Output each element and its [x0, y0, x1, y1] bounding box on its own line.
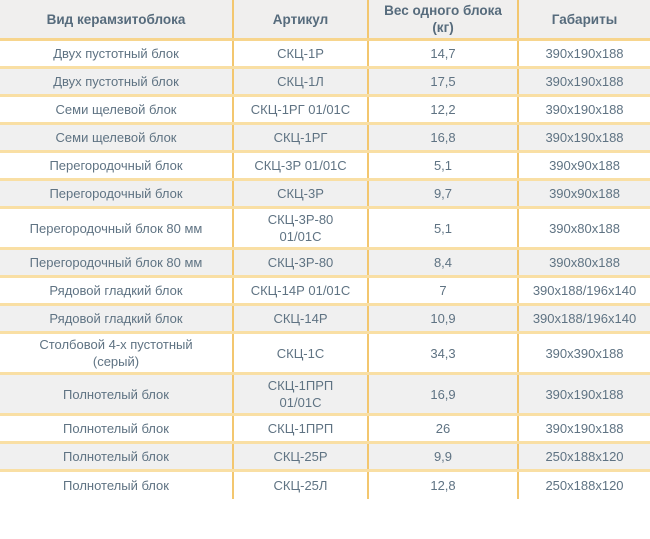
column-header-weight: Вес одного блока (кг) — [367, 0, 518, 41]
dimensions-cell: 390х80х188 — [517, 207, 650, 250]
type-cell: Полнотелый блок — [0, 470, 233, 499]
dimensions-cell: 390х80х188 — [517, 248, 650, 278]
articul-cell: СКЦ-1РГ 01/01С — [232, 95, 368, 125]
type-cell: Перегородочный блок — [0, 179, 233, 209]
articul-cell: СКЦ-14Р 01/01С — [232, 276, 368, 306]
articul-cell: СКЦ-3Р — [232, 179, 368, 209]
dimensions-cell: 390х190х188 — [517, 39, 650, 69]
column-header-dimensions: Габариты — [517, 0, 650, 41]
weight-cell: 5,1 — [367, 151, 518, 181]
weight-cell: 12,2 — [367, 95, 518, 125]
type-cell: Перегородочный блок 80 мм — [0, 207, 233, 250]
dimensions-cell: 390х188/196х140 — [517, 304, 650, 334]
weight-cell: 14,7 — [367, 39, 518, 69]
weight-cell: 12,8 — [367, 470, 518, 499]
column-header-articul: Артикул — [232, 0, 368, 41]
articul-cell: СКЦ-14Р — [232, 304, 368, 334]
type-cell: Рядовой гладкий блок — [0, 276, 233, 306]
table-row: Полнотелый блок СКЦ-25Р 9,9 250х188х120 — [0, 442, 650, 472]
type-cell: Рядовой гладкий блок — [0, 304, 233, 334]
articul-cell: СКЦ-3Р-80 — [232, 248, 368, 278]
table-row: Двух пустотный блок СКЦ-1Л 17,5 390х190х188 — [0, 67, 650, 97]
table-row: Двух пустотный блок СКЦ-1Р 14,7 390х190х188 — [0, 39, 650, 69]
articul-cell: СКЦ-1РГ — [232, 123, 368, 153]
table-row: Рядовой гладкий блок СКЦ-14Р 10,9 390х188/1… — [0, 304, 650, 334]
articul-cell: СКЦ-1Р — [232, 39, 368, 69]
dimensions-cell: 250х188х120 — [517, 442, 650, 472]
weight-cell: 26 — [367, 414, 518, 444]
dimensions-cell: 390х188/196х140 — [517, 276, 650, 306]
type-cell: Полнотелый блок — [0, 442, 233, 472]
weight-cell: 7 — [367, 276, 518, 306]
blocks-spec-table: Вид керамзитоблока Артикул Вес одного бл… — [0, 0, 650, 499]
column-header-type: Вид керамзитоблока — [0, 0, 233, 41]
type-cell: Перегородочный блок — [0, 151, 233, 181]
articul-cell: СКЦ-3Р-80 01/01С — [232, 207, 368, 250]
dimensions-cell: 390х190х188 — [517, 414, 650, 444]
table-row: Семи щелевой блок СКЦ-1РГ 01/01С 12,2 390х1… — [0, 95, 650, 125]
header-row: Вид керамзитоблока Артикул Вес одного бл… — [0, 0, 650, 41]
table-row: Перегородочный блок 80 мм СКЦ-3Р-80 8,4 390… — [0, 248, 650, 278]
dimensions-cell: 250х188х120 — [517, 470, 650, 499]
articul-cell: СКЦ-1Л — [232, 67, 368, 97]
articul-cell: СКЦ-1ПРП 01/01С — [232, 373, 368, 416]
type-cell: Полнотелый блок — [0, 414, 233, 444]
dimensions-cell: 390х190х188 — [517, 67, 650, 97]
type-cell: Столбовой 4-х пустотный (серый) — [0, 332, 233, 375]
table-row: Столбовой 4-х пустотный (серый) СКЦ-1С 34,… — [0, 332, 650, 375]
weight-cell: 16,8 — [367, 123, 518, 153]
weight-cell: 5,1 — [367, 207, 518, 250]
articul-cell: СКЦ-25Л — [232, 470, 368, 499]
type-cell: Семи щелевой блок — [0, 123, 233, 153]
table-row: Полнотелый блок СКЦ-25Л 12,8 250х188х120 — [0, 470, 650, 499]
articul-cell: СКЦ-1С — [232, 332, 368, 375]
articul-cell: СКЦ-1ПРП — [232, 414, 368, 444]
type-cell: Перегородочный блок 80 мм — [0, 248, 233, 278]
articul-cell: СКЦ-3Р 01/01С — [232, 151, 368, 181]
type-cell: Двух пустотный блок — [0, 67, 233, 97]
table-row: Полнотелый блок СКЦ-1ПРП 26 390х190х188 — [0, 414, 650, 444]
weight-cell: 10,9 — [367, 304, 518, 334]
table-row: Полнотелый блок СКЦ-1ПРП 01/01С 16,9 390х19… — [0, 373, 650, 416]
table-row: Семи щелевой блок СКЦ-1РГ 16,8 390х190х188 — [0, 123, 650, 153]
weight-cell: 9,9 — [367, 442, 518, 472]
dimensions-cell: 390х190х188 — [517, 373, 650, 416]
table-row: Перегородочный блок 80 мм СКЦ-3Р-80 01/01… — [0, 207, 650, 250]
table-row: Рядовой гладкий блок СКЦ-14Р 01/01С 7 390х1… — [0, 276, 650, 306]
table-header: Вид керамзитоблока Артикул Вес одного бл… — [0, 0, 650, 41]
type-cell: Полнотелый блок — [0, 373, 233, 416]
type-cell: Двух пустотный блок — [0, 39, 233, 69]
dimensions-cell: 390х190х188 — [517, 123, 650, 153]
weight-cell: 9,7 — [367, 179, 518, 209]
table-row: Перегородочный блок СКЦ-3Р 9,7 390х90х188 — [0, 179, 650, 209]
table-body: Двух пустотный блок СКЦ-1Р 14,7 390х190х188… — [0, 39, 650, 499]
dimensions-cell: 390х390х188 — [517, 332, 650, 375]
weight-cell: 8,4 — [367, 248, 518, 278]
articul-cell: СКЦ-25Р — [232, 442, 368, 472]
weight-cell: 17,5 — [367, 67, 518, 97]
table-row: Перегородочный блок СКЦ-3Р 01/01С 5,1 390х9… — [0, 151, 650, 181]
dimensions-cell: 390х190х188 — [517, 95, 650, 125]
weight-cell: 34,3 — [367, 332, 518, 375]
dimensions-cell: 390х90х188 — [517, 179, 650, 209]
type-cell: Семи щелевой блок — [0, 95, 233, 125]
weight-cell: 16,9 — [367, 373, 518, 416]
dimensions-cell: 390х90х188 — [517, 151, 650, 181]
